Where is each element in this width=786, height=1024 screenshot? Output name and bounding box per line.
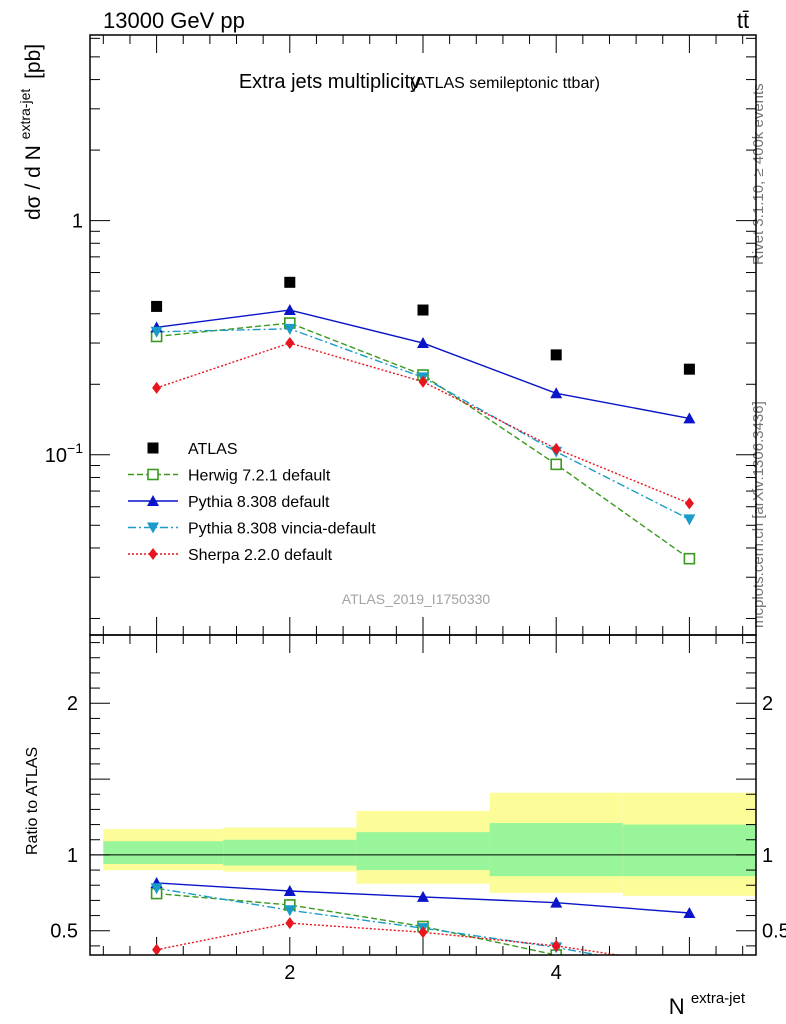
main-subtitle: (ATLAS semileptonic ttbar) [410,75,600,92]
legend-marker-pythia-8-308-default [147,495,159,506]
main-point-sherpa-2-2-0-default [551,442,561,455]
ratio-ytick-label-right: 1 [762,845,773,867]
mcplots-label: mcplots.cern.ch [arXiv:1306.3436] [750,401,767,628]
main-panel: Extra jets multiplicity (ATLAS semilepto… [12,34,757,636]
legend-label-pythia-8-308-default: Pythia 8.308 default [188,494,330,511]
ratio-point-sherpa-2-2-0-default [418,926,428,939]
ratio-plot-frame [89,634,757,956]
xaxis-label-text: N [669,994,685,1019]
ratio-point-pythia-8-308-vincia-default [150,883,163,895]
ratio-xtick-label: 4 [551,962,562,984]
main-point-pythia-8-308-default [283,304,296,316]
legend-marker-sherpa-2-2-0-default [148,548,158,560]
main-point-atlas [550,349,562,361]
main-series-markers [150,276,696,565]
main-point-pythia-8-308-default [417,337,429,349]
main-ytick-label-base: 1 [72,211,83,233]
ratio-point-pythia-8-308-vincia-default [683,967,695,978]
main-point-sherpa-2-2-0-default [684,497,694,510]
main-ylabel: dσ / d N extra-jet [pb] [12,44,45,220]
legend-marker-herwig-7-2-1-default [147,468,159,481]
main-point-pythia-8-308-vincia-default [683,514,696,526]
main-point-sherpa-2-2-0-default [285,337,295,350]
ratio-ytick-label-right: 0.5 [762,921,786,943]
legend-label-pythia-8-308-vincia-default: Pythia 8.308 vincia-default [188,521,376,538]
main-ytick-labels: 1 10−1 [45,211,83,467]
ratio-band-inner [356,832,490,871]
ratio-ytick-label: 2 [67,693,78,715]
ratio-point-pythia-8-308-default [417,890,429,902]
main-line-pythia-8-308-default [156,309,690,420]
energy-label: 13000 GeV pp [103,8,245,33]
main-point-atlas [683,363,695,375]
ratio-band-inner [103,841,224,865]
main-ylabel-text: dσ / d N [22,145,45,220]
main-plot-frame [89,34,757,636]
analysis-id-label: ATLAS_2019_I1750330 [342,591,491,607]
legend-label-atlas: ATLAS [188,441,238,458]
main-ylabel-unit: [pb] [22,44,45,79]
main-ytick-label: 10−1 [45,440,83,467]
legend: ATLAS Herwig 7.2.1 default Pythia 8.308 de… [128,441,376,564]
xaxis-label: N extra-jet [669,990,746,1019]
ratio-point-pythia-8-308-default [550,896,563,908]
ratio-uncertainty-bands [103,792,756,896]
main-axis-ticks [90,35,756,635]
main-title-text: Extra jets multiplicity [239,71,420,93]
main-line-herwig-7-2-1-default [156,322,690,560]
legend-label-sherpa-2-2-0-default: Sherpa 2.2.0 default [188,547,333,564]
main-point-atlas [151,300,163,312]
main-ytick-label-exp: −1 [67,440,83,456]
ratio-ytick-label-right: 2 [762,693,773,715]
process-label: tt̄ [737,8,749,33]
main-line-sherpa-2-2-0-default [156,342,690,505]
main-point-pythia-8-308-default [550,387,563,399]
main-title: Extra jets multiplicity [239,71,420,93]
legend-label-herwig-7-2-1-default: Herwig 7.2.1 default [188,468,331,485]
ratio-point-pythia-8-308-default [283,885,296,896]
legend-marker-pythia-8-308-vincia-default [147,522,159,534]
main-point-pythia-8-308-vincia-default [150,326,163,338]
ratio-point-pythia-8-308-default [683,906,696,918]
ratio-ytick-labels: 0.5 0.5 1 1 2 2 [50,693,786,942]
ratio-point-sherpa-2-2-0-default [551,939,561,952]
ratio-axis-ticks [90,635,756,955]
ratio-ytick-label: 1 [67,845,78,867]
main-point-sherpa-2-2-0-default [418,375,428,388]
main-point-atlas [417,304,429,316]
main-point-herwig-7-2-1-default [683,552,696,565]
ratio-xtick-label: 2 [284,962,295,984]
rivet-label: Rivet 3.1.10, ≥ 400k events [750,83,767,265]
main-point-pythia-8-308-default [683,412,696,424]
main-ylabel-sup: extra-jet [17,89,33,140]
main-point-atlas [284,276,296,288]
ratio-point-herwig-7-2-1-default [684,978,694,988]
ratio-ylabel: Ratio to ATLAS [24,747,41,855]
ratio-band-inner [489,823,623,877]
main-point-herwig-7-2-1-default [550,458,563,471]
ratio-point-pythia-8-308-vincia-default [283,905,296,917]
ratio-ytick-label: 0.5 [50,921,78,943]
main-line-pythia-8-308-vincia-default [156,328,690,520]
ratio-band-inner [223,839,357,866]
ratio-series-markers [150,876,696,988]
main-ytick-label: 1 [72,211,83,233]
legend-marker-atlas [147,442,159,454]
ratio-point-sherpa-2-2-0-default [152,943,162,955]
xaxis-label-sup: extra-jet [691,990,746,1007]
main-point-pythia-8-308-vincia-default [283,323,296,335]
ratio-point-sherpa-2-2-0-default [285,917,295,930]
main-ytick-label-base: 10 [45,445,67,467]
ratio-point-sherpa-2-2-0-default [685,960,694,972]
ratio-band-inner [622,824,756,877]
main-point-sherpa-2-2-0-default [152,381,162,394]
